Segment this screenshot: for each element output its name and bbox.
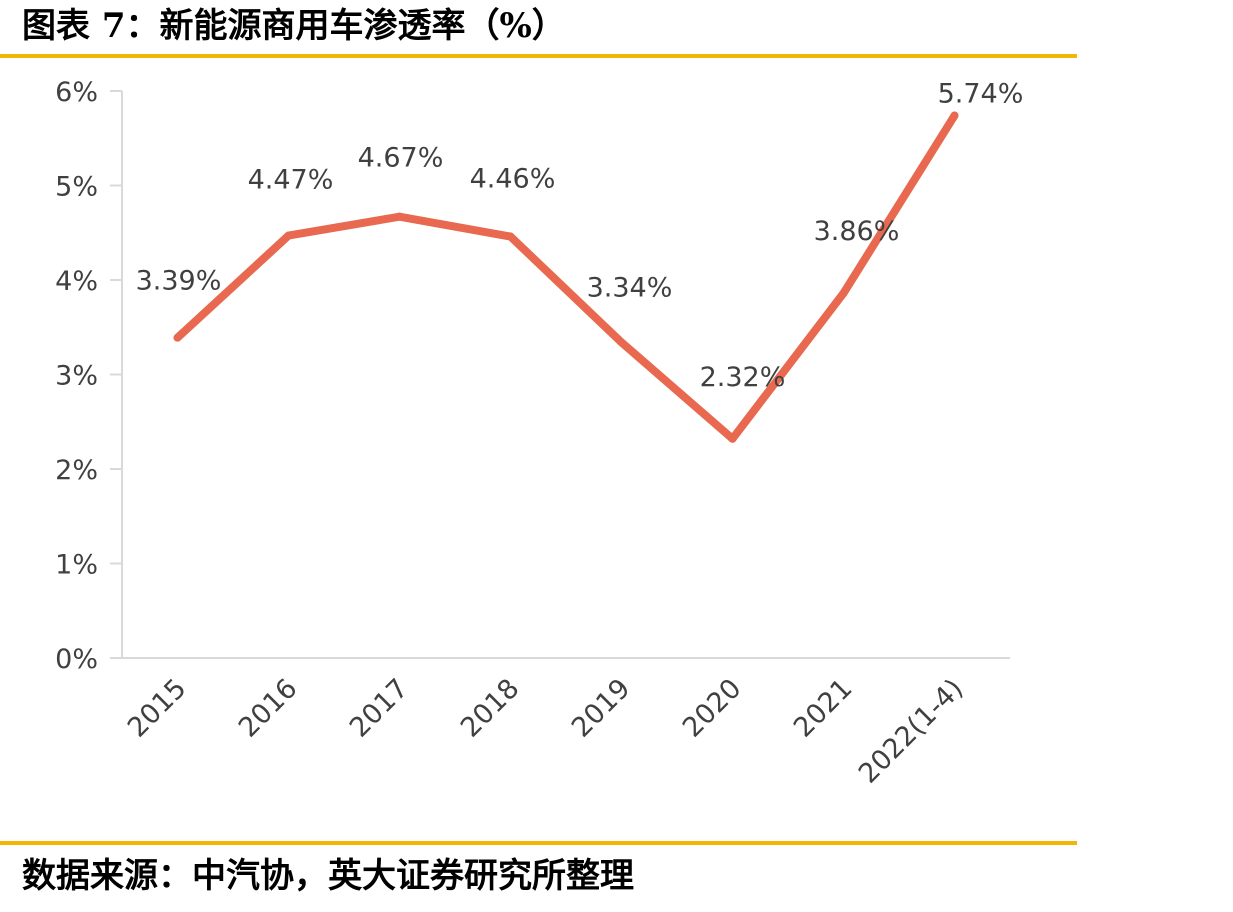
- data-point: [617, 338, 626, 347]
- y-tick-label: 0%: [55, 644, 98, 675]
- y-tick-label: 4%: [55, 266, 98, 297]
- x-tick-label: 2021: [788, 673, 859, 744]
- series-line: [173, 111, 959, 443]
- source-note: 数据来源：中汽协，英大证券研究所整理: [22, 856, 634, 896]
- y-tick-label: 1%: [55, 550, 98, 581]
- bottom-rule: [0, 841, 1077, 845]
- data-labels: 3.39% 4.47% 4.67% 4.46% 3.34% 2.32% 3.86% 5.74%: [136, 79, 1024, 393]
- y-tick-label: 3%: [55, 361, 98, 392]
- x-tick-label: 2015: [122, 673, 193, 744]
- data-point: [506, 232, 515, 241]
- data-point: [950, 111, 959, 120]
- x-tick-label: 2016: [233, 673, 304, 744]
- data-label: 4.67%: [358, 143, 444, 174]
- chart-title: 图表 7：新能源商用车渗透率（%）: [22, 6, 566, 46]
- data-label: 3.34%: [587, 272, 673, 303]
- data-label: 5.74%: [938, 79, 1024, 110]
- data-point: [395, 212, 404, 221]
- x-tick-label: 2020: [677, 673, 748, 744]
- x-tick-label: 2019: [566, 673, 637, 744]
- x-tick-label: 2022(1-4): [853, 673, 970, 790]
- y-axis-ticks: 0% 1% 2% 3% 4% 5% 6%: [55, 77, 122, 675]
- data-point: [839, 289, 848, 298]
- top-rule: [0, 54, 1077, 58]
- chart-series: [173, 111, 959, 443]
- x-tick-label: 2017: [344, 673, 415, 744]
- data-point: [728, 434, 737, 443]
- data-label: 3.39%: [136, 266, 222, 297]
- y-tick-label: 2%: [55, 455, 98, 486]
- data-point: [173, 333, 182, 342]
- data-label: 4.47%: [248, 165, 334, 196]
- data-label: 3.86%: [814, 216, 900, 247]
- x-tick-label: 2018: [455, 673, 526, 744]
- data-label: 4.46%: [470, 164, 556, 195]
- y-tick-label: 5%: [55, 172, 98, 203]
- data-point: [284, 231, 293, 240]
- y-tick-label: 6%: [55, 77, 98, 108]
- data-label: 2.32%: [700, 362, 786, 393]
